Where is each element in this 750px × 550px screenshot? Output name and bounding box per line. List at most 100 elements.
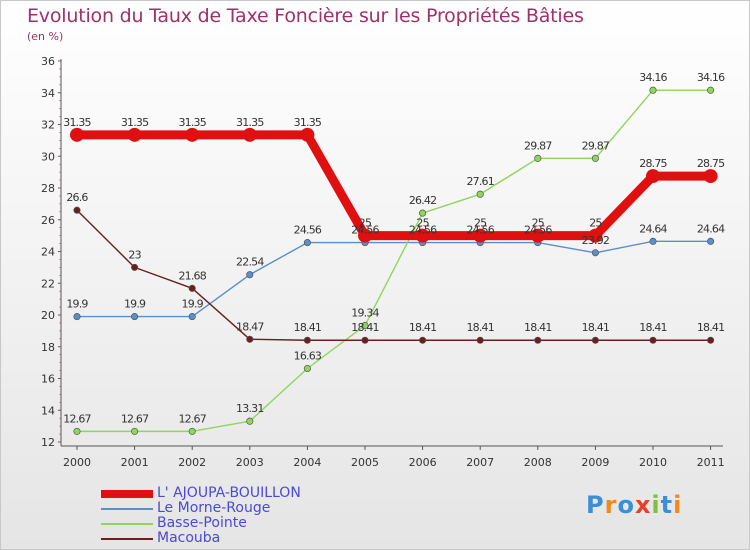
logo-letter: i (651, 491, 661, 519)
legend-item: Le Morne-Rouge (101, 501, 301, 516)
logo-letter: P (586, 491, 605, 519)
data-label-basse-pointe: 12.67 (121, 412, 149, 425)
x-tick-label: 2011 (697, 456, 725, 469)
data-point-macouba (534, 336, 542, 344)
y-tick-label: 36 (41, 55, 55, 68)
data-label-l-ajoupa-bouillon: 28.75 (697, 157, 725, 170)
data-label-le-morne-rouge: 24.56 (351, 224, 379, 237)
data-label-l-ajoupa-bouillon: 28.75 (639, 157, 667, 170)
y-tick-label: 22 (41, 277, 55, 290)
data-label-basse-pointe: 16.63 (294, 349, 322, 362)
data-point-basse-pointe (649, 86, 657, 94)
data-point-macouba (707, 336, 715, 344)
x-tick-label: 2006 (409, 456, 437, 469)
proxiti-logo: Proxiti (586, 491, 682, 519)
data-label-macouba: 21.68 (178, 269, 206, 282)
data-label-basse-pointe: 13.31 (236, 402, 264, 415)
data-label-l-ajoupa-bouillon: 25 (474, 217, 487, 230)
data-label-l-ajoupa-bouillon: 31.35 (178, 116, 206, 129)
data-label-macouba: 18.41 (524, 321, 552, 334)
data-label-macouba: 18.41 (294, 321, 322, 334)
legend-swatch (101, 489, 153, 498)
data-label-macouba: 18.41 (697, 321, 725, 334)
data-label-le-morne-rouge: 23.92 (582, 234, 610, 247)
data-point-l-ajoupa-bouillon (473, 228, 488, 243)
data-label-l-ajoupa-bouillon: 31.35 (236, 116, 264, 129)
chart-plot: 12 14 16 18 20 22 24 26 28 30 32 34 36 2000 2001 2002 20… (41, 55, 726, 469)
legend-label: Le Morne-Rouge (157, 500, 271, 516)
legend-item: Macouba (101, 531, 301, 546)
data-point-basse-pointe (188, 427, 196, 435)
data-point-le-morne-rouge (649, 237, 657, 245)
data-point-macouba (188, 284, 196, 292)
data-point-basse-pointe (131, 427, 139, 435)
data-point-basse-pointe (419, 209, 427, 217)
data-point-l-ajoupa-bouillon (358, 228, 372, 243)
data-label-le-morne-rouge: 19.9 (124, 298, 146, 311)
legend-swatch (101, 537, 153, 540)
data-point-l-ajoupa-bouillon (242, 127, 257, 142)
y-tick-label: 30 (41, 150, 55, 163)
data-label-basse-pointe: 19.34 (351, 306, 379, 319)
data-point-basse-pointe (361, 321, 369, 330)
data-point-l-ajoupa-bouillon (703, 169, 718, 184)
data-label-basse-pointe: 12.67 (178, 412, 206, 425)
data-label-le-morne-rouge: 24.56 (294, 224, 322, 237)
data-label-le-morne-rouge: 24.56 (466, 224, 494, 237)
data-label-l-ajoupa-bouillon: 25 (359, 217, 372, 230)
data-label-le-morne-rouge: 24.56 (409, 224, 437, 237)
data-point-l-ajoupa-bouillon (185, 127, 200, 142)
data-label-l-ajoupa-bouillon: 25 (532, 217, 545, 230)
data-point-macouba (361, 336, 369, 344)
data-label-macouba: 18.41 (351, 321, 379, 334)
data-point-macouba (419, 336, 427, 344)
data-label-macouba: 23 (128, 248, 141, 261)
data-point-basse-pointe (591, 154, 599, 162)
data-point-l-ajoupa-bouillon (646, 169, 660, 184)
y-tick-label: 14 (41, 404, 55, 417)
x-tick-label: 2003 (236, 456, 264, 469)
y-tick-label: 12 (41, 436, 55, 449)
data-point-macouba (591, 336, 599, 344)
chart-title: Evolution du Taux de Taxe Foncière sur l… (27, 5, 584, 27)
data-point-basse-pointe (476, 190, 484, 198)
data-label-le-morne-rouge: 19.9 (66, 298, 88, 311)
data-point-le-morne-rouge (188, 313, 196, 321)
logo-letter: t (660, 491, 674, 519)
data-label-basse-pointe: 34.16 (639, 71, 667, 84)
data-point-macouba (303, 336, 311, 344)
data-point-basse-pointe (73, 427, 81, 435)
data-label-basse-pointe: 26.42 (409, 194, 437, 207)
data-point-l-ajoupa-bouillon (530, 228, 545, 243)
x-tick-label: 2008 (524, 456, 552, 469)
data-point-basse-pointe (303, 364, 311, 373)
legend-swatch (101, 507, 153, 510)
x-tick-label: 2000 (63, 456, 91, 469)
logo-letter: o (617, 491, 635, 519)
data-label-basse-pointe: 29.87 (582, 139, 610, 152)
x-tick-label: 2005 (351, 456, 379, 469)
logo-letter: x (634, 491, 652, 519)
y-tick-label: 20 (41, 309, 55, 322)
data-label-le-morne-rouge: 22.54 (236, 256, 264, 269)
y-tick-label: 18 (41, 341, 55, 354)
data-label-le-morne-rouge: 24.64 (639, 222, 667, 235)
data-label-l-ajoupa-bouillon: 31.35 (294, 116, 322, 129)
legend-label: L' AJOUPA-BOUILLON (157, 485, 301, 501)
data-label-l-ajoupa-bouillon: 31.35 (63, 116, 91, 129)
data-point-le-morne-rouge (73, 313, 81, 321)
y-tick-label: 16 (41, 373, 55, 386)
x-tick-label: 2002 (178, 456, 206, 469)
y-tick-label: 32 (41, 119, 55, 132)
data-point-l-ajoupa-bouillon (127, 127, 142, 142)
legend-item: L' AJOUPA-BOUILLON (101, 486, 301, 501)
data-point-basse-pointe (246, 417, 254, 425)
series-line-basse-pointe (77, 89, 711, 433)
data-label-l-ajoupa-bouillon: 31.35 (121, 116, 149, 129)
series-line-le-morne-rouge (77, 240, 711, 318)
data-label-le-morne-rouge: 19.9 (182, 298, 204, 311)
data-label-le-morne-rouge: 24.64 (697, 222, 725, 235)
data-label-macouba: 26.6 (66, 191, 88, 204)
data-label-basse-pointe: 29.87 (524, 139, 552, 152)
